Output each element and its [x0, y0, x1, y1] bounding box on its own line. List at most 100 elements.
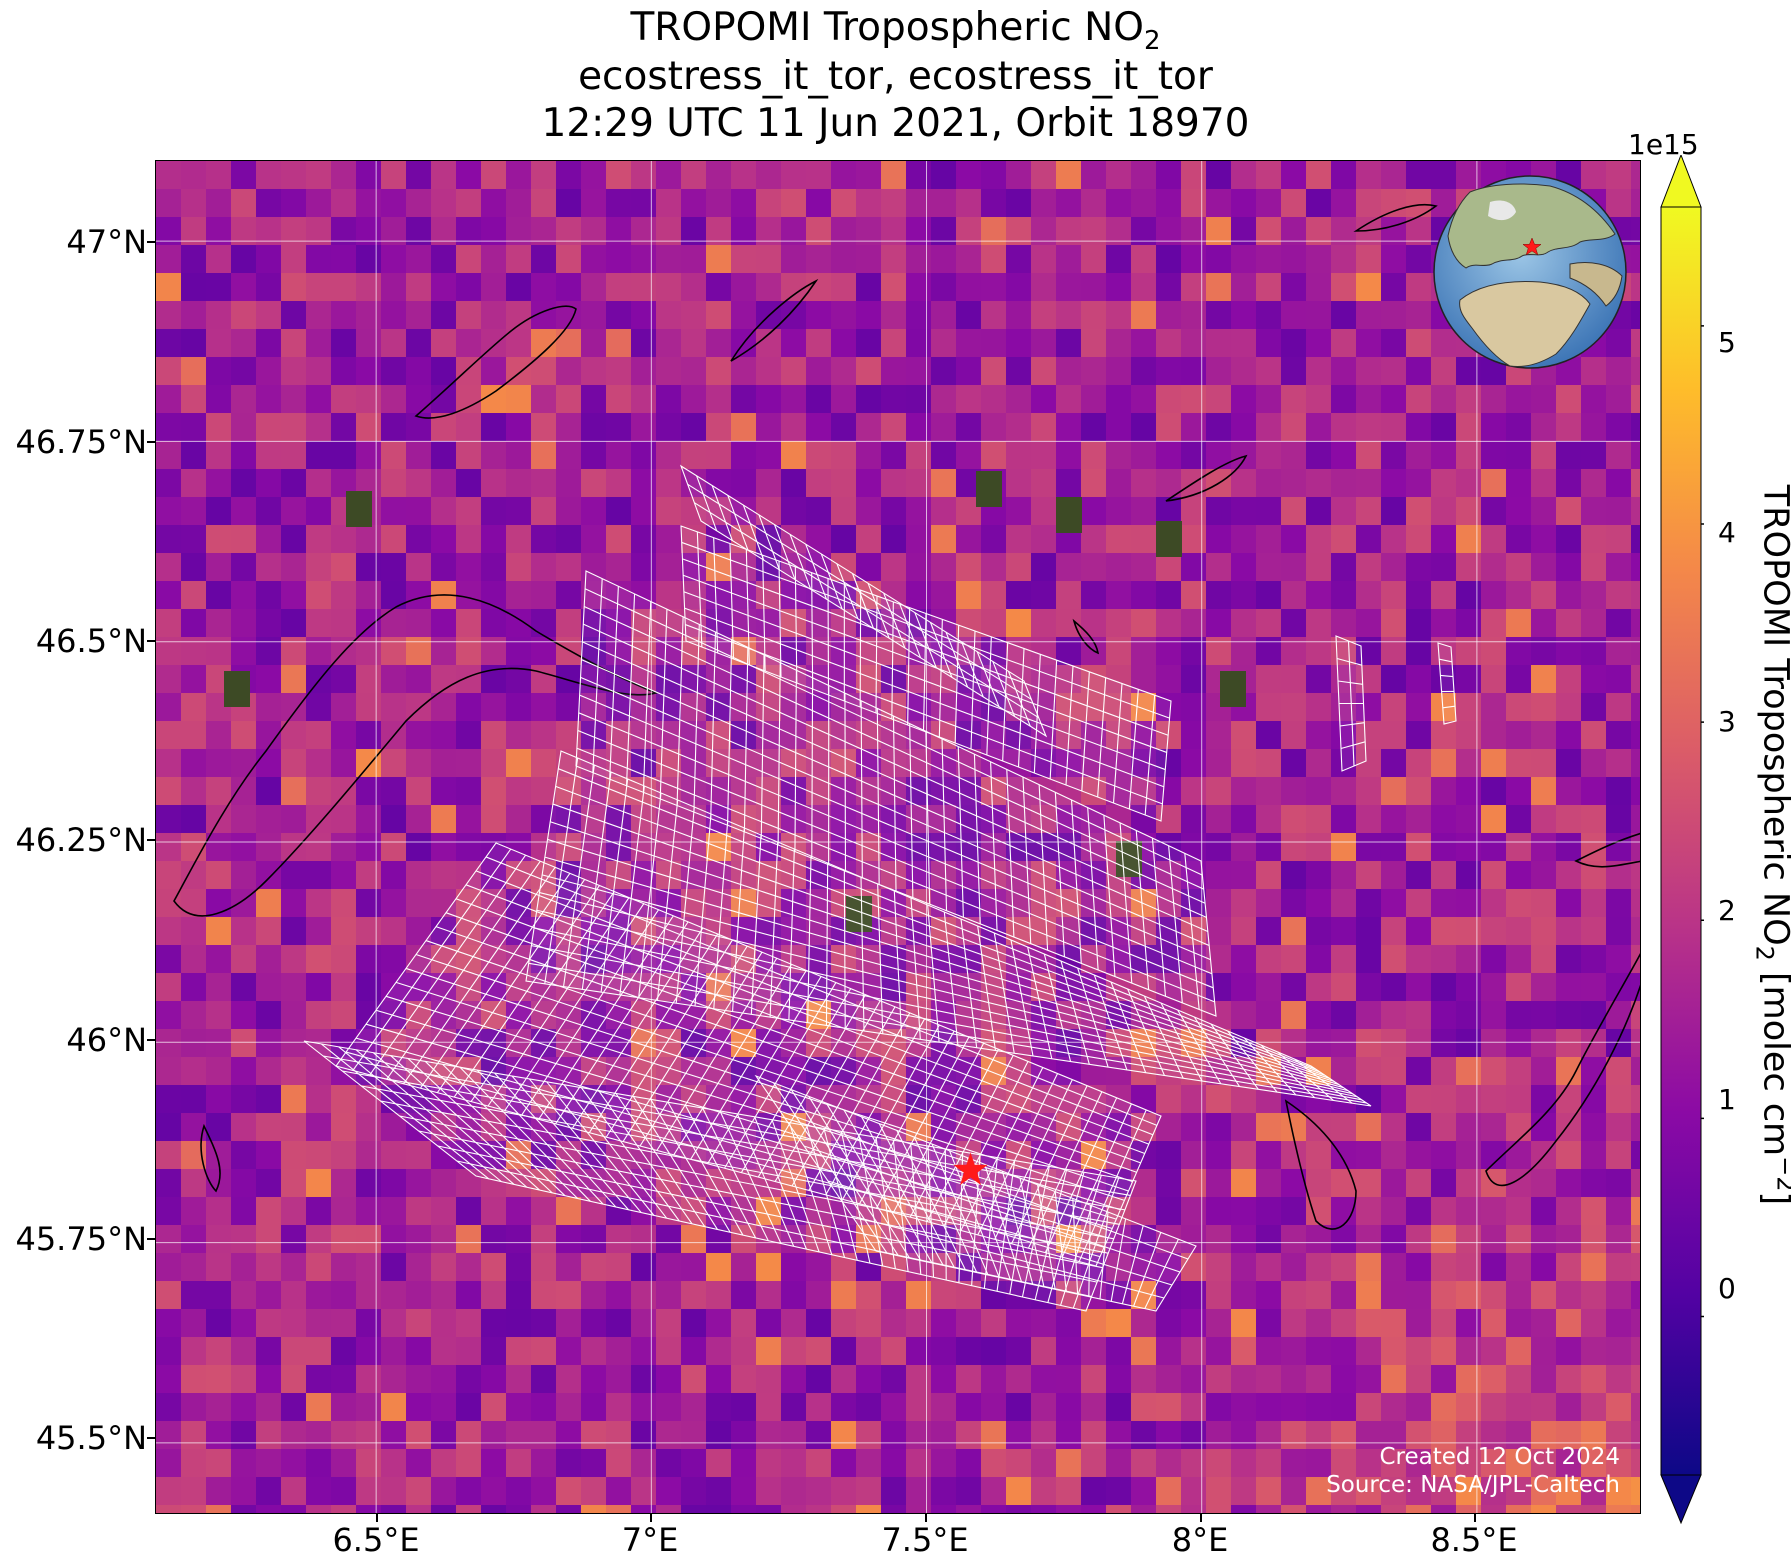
footprint-line: [875, 595, 878, 714]
no2-pixel: [881, 469, 907, 498]
no2-pixel: [1206, 497, 1232, 526]
ecostress-scene: [525, 750, 1372, 1107]
no2-pixel: [581, 441, 607, 470]
no2-pixel: [156, 1253, 182, 1282]
no2-pixel: [1131, 1337, 1157, 1366]
no2-pixel: [931, 693, 957, 722]
no2-pixel: [1281, 301, 1307, 330]
no2-pixel: [1381, 609, 1407, 638]
no2-pixel: [1156, 161, 1182, 190]
no2-pixel: [1631, 777, 1640, 806]
footprint-line: [877, 883, 884, 1034]
no2-pixel: [206, 357, 232, 386]
footprint-line: [820, 553, 843, 610]
site-star-marker[interactable]: [953, 1152, 988, 1186]
map-panel[interactable]: Created 12 Oct 2024 Source: NASA/JPL-Cal…: [155, 160, 1641, 1514]
no2-pixel: [1181, 1505, 1207, 1513]
no2-pixel: [381, 889, 407, 918]
footprint-line: [1151, 838, 1167, 997]
ecostress-scene: [1335, 635, 1367, 772]
no2-pixel: [156, 525, 182, 554]
map-title-line2: ecostress_it_tor, ecostress_it_tor: [578, 54, 1213, 99]
no2-pixel: [1381, 329, 1407, 358]
no2-pixel: [1156, 693, 1182, 722]
no2-pixel: [781, 469, 807, 498]
footprint-line: [696, 531, 703, 648]
no2-pixel: [556, 1337, 582, 1366]
no2-pixel: [1256, 805, 1282, 834]
no2-pixel: [831, 497, 857, 526]
no2-pixel: [1231, 1253, 1257, 1282]
no2-pixel: [656, 1169, 682, 1198]
no2-pixel: [706, 1477, 732, 1506]
no2-pixel: [156, 553, 182, 582]
no2-pixel: [706, 357, 732, 386]
no2-pixel: [756, 1337, 782, 1366]
no2-pixel: [1556, 1337, 1582, 1366]
footprint-line: [941, 738, 948, 911]
no2-pixel: [406, 301, 432, 330]
no2-pixel: [981, 357, 1007, 386]
no2-map[interactable]: [156, 161, 1641, 1514]
no2-pixel: [1281, 693, 1307, 722]
no2-pixel: [1406, 1085, 1432, 1114]
no2-pixel: [1331, 1477, 1357, 1506]
no2-pixel: [1456, 833, 1482, 862]
no2-pixel: [731, 889, 757, 918]
no2-pixel: [1481, 441, 1507, 470]
no2-pixel: [1456, 777, 1482, 806]
footprint-line: [485, 856, 1158, 1126]
footprint-line: [1144, 1238, 1179, 1309]
no2-pixel: [956, 301, 982, 330]
no2-pixel: [1281, 1001, 1307, 1030]
no2-pixel: [1531, 777, 1557, 806]
no2-pixel: [406, 525, 432, 554]
footprint-line: [579, 694, 1211, 961]
no2-pixel: [1031, 413, 1057, 442]
no2-pixel: [1231, 805, 1257, 834]
no2-pixel: [281, 973, 307, 1002]
y-tick-label: 46.25°N: [15, 821, 147, 859]
no2-pixel: [1356, 1449, 1382, 1478]
no2-pixel: [331, 777, 357, 806]
no2-pixel: [231, 497, 257, 526]
no2-pixel: [531, 413, 557, 442]
no2-pixel: [306, 1337, 332, 1366]
no2-pixel: [1331, 861, 1357, 890]
footprint-line: [1002, 642, 1009, 762]
no2-pixel: [1456, 889, 1482, 918]
no2-pixel: [156, 833, 182, 862]
no2-pixel: [1056, 413, 1082, 442]
no2-pixel: [956, 1309, 982, 1338]
footprint-line: [615, 1093, 706, 1227]
footprint-line: [1193, 1016, 1241, 1087]
no2-pixel: [706, 1309, 732, 1338]
no2-pixel: [306, 357, 332, 386]
x-tick-label: 6.5°E: [332, 1521, 420, 1559]
no2-pixel: [406, 273, 432, 302]
footprint-line: [713, 820, 729, 1009]
no2-pixel: [881, 413, 907, 442]
footprint-line: [442, 1063, 579, 1199]
no2-pixel: [206, 1225, 232, 1254]
no2-pixel: [806, 1393, 832, 1422]
no2-pixel: [931, 1449, 957, 1478]
no2-pixel: [181, 385, 207, 414]
no2-pixel: [631, 1309, 657, 1338]
no2-pixel: [1131, 469, 1157, 498]
y-tick-label: 46.5°N: [35, 622, 147, 660]
footprint-line: [827, 578, 830, 696]
no2-pixel: [556, 1421, 582, 1450]
no2-pixel: [1306, 1253, 1332, 1282]
no2-pixel: [556, 1197, 582, 1226]
no2-pixel: [206, 917, 232, 946]
no2-pixel: [681, 1225, 707, 1254]
no2-pixel: [156, 1085, 182, 1114]
x-tick: [376, 1514, 378, 1522]
footprint-line: [550, 821, 1330, 1079]
no2-pixel: [281, 161, 307, 190]
no2-pixel: [1506, 1085, 1532, 1114]
footprint-line: [794, 566, 798, 684]
no2-pixel: [356, 385, 382, 414]
no2-pixel: [331, 973, 357, 1002]
